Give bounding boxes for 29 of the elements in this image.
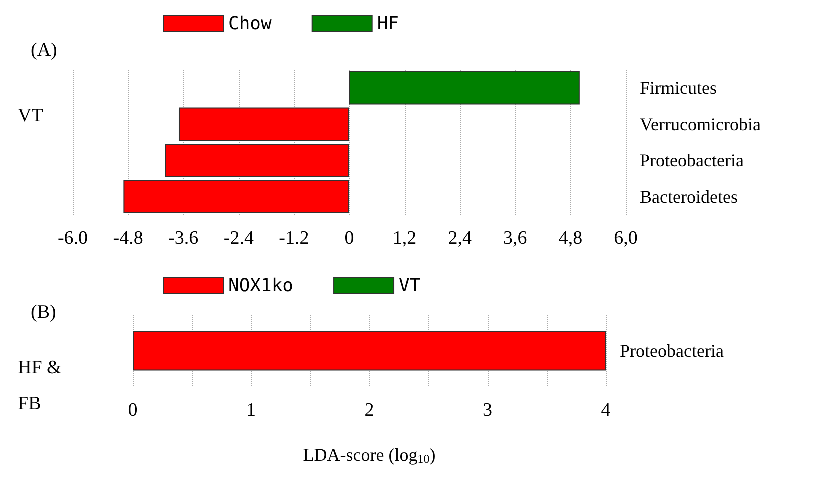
- legend-label: Chow: [228, 14, 272, 34]
- x-tick-label: -1.2: [279, 228, 310, 249]
- y-tick-label: Bacteroidetes: [640, 186, 738, 207]
- y-axis-title: HF & FB: [18, 358, 67, 414]
- y-axis-title: VT: [18, 106, 44, 126]
- y-tick-label: Proteobacteria: [640, 150, 744, 171]
- y-tick-label: Verrucomicrobia: [640, 114, 761, 134]
- x-tick-label: 4: [601, 400, 612, 421]
- x-tick-label: 2: [364, 400, 374, 421]
- x-tick-label: 3: [483, 400, 492, 421]
- x-tick-label: -6.0: [58, 228, 88, 249]
- x-tick-label: 1,2: [392, 228, 417, 249]
- chart-title: (A): [31, 40, 58, 61]
- x-tick-label: -4.8: [113, 228, 144, 249]
- x-tick-label: 2,4: [448, 228, 472, 249]
- x-tick-label: 4,8: [558, 228, 583, 249]
- y-tick-label: Firmicutes: [640, 78, 717, 98]
- x-tick-label: -3.6: [168, 228, 199, 249]
- x-tick-label: 0: [128, 400, 138, 421]
- chart-title: (B): [31, 302, 56, 323]
- x-tick-label: 6,0: [614, 228, 638, 249]
- x-tick-label: 0: [344, 228, 354, 249]
- x-tick-label: 3,6: [504, 228, 528, 249]
- legend-label: VT: [399, 276, 421, 296]
- x-tick-label: -2.4: [224, 228, 254, 249]
- x-tick-label: 1: [246, 400, 256, 421]
- legend-label: HF: [377, 14, 400, 34]
- legend-label: NOX1ko: [228, 276, 294, 296]
- y-tick-label: Proteobacteria: [620, 341, 724, 361]
